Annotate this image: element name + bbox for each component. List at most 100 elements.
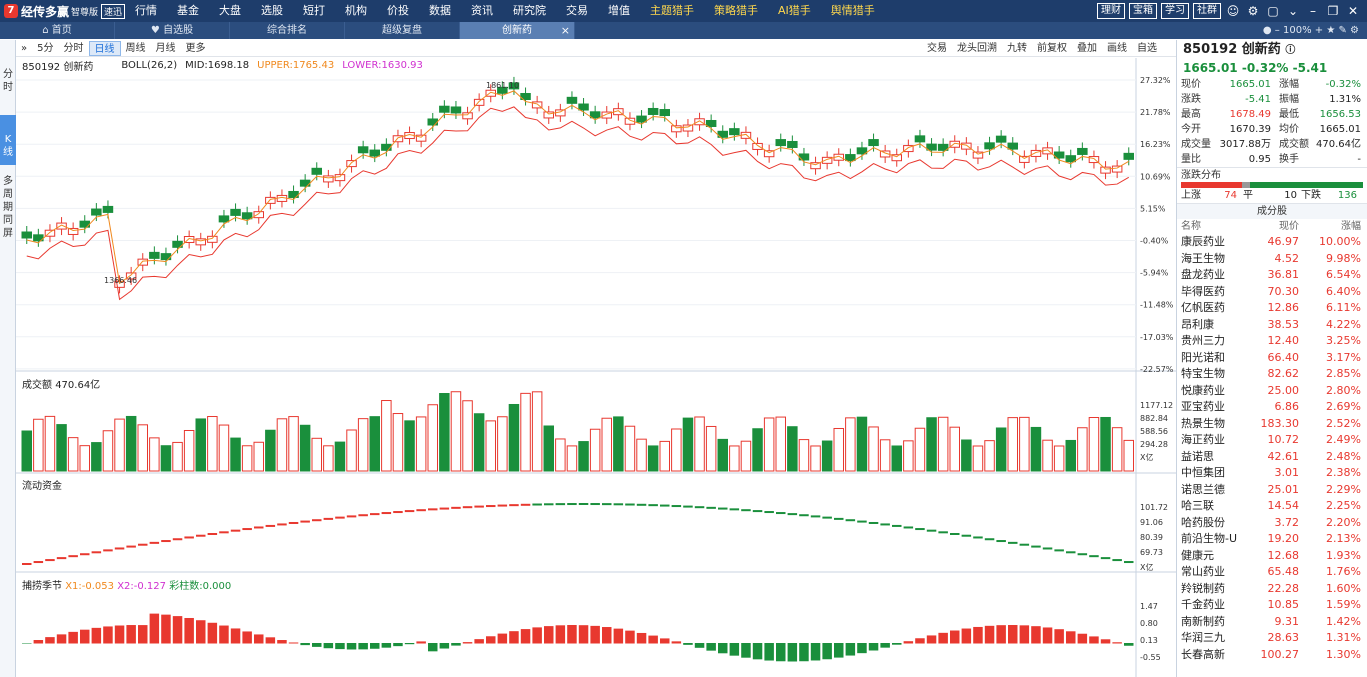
menu-item-11[interactable]: 增值 (608, 4, 630, 17)
constituent-row[interactable]: 亿帆医药 12.86 6.11% (1177, 300, 1367, 317)
constituents-header: 名称 现价 涨幅 (1177, 219, 1367, 234)
constituent-row[interactable]: 康辰药业 46.97 10.00% (1177, 234, 1367, 251)
volume-bar (91, 442, 102, 472)
col-name[interactable]: 名称 (1181, 221, 1201, 232)
trade-button[interactable]: 交易 (927, 43, 947, 54)
leader-review-button[interactable]: 龙头回溯 (957, 43, 997, 54)
side-tab-kline[interactable]: K线 (0, 115, 16, 165)
menu-item-10[interactable]: 交易 (566, 4, 588, 17)
menu-item-5[interactable]: 机构 (345, 4, 367, 17)
user-icon[interactable]: ☺ (1226, 4, 1240, 18)
menu-item-13[interactable]: 策略猎手 (714, 4, 758, 17)
constituent-row[interactable]: 千金药业 10.85 1.59% (1177, 597, 1367, 614)
volume-bar (821, 440, 833, 472)
menu-item-6[interactable]: 价投 (387, 4, 409, 17)
constituent-cell: 益诺思 (1181, 449, 1214, 463)
draw-line-button[interactable]: 画线 (1107, 43, 1127, 54)
constituent-row[interactable]: 常山药业 65.48 1.76% (1177, 564, 1367, 581)
constituent-row[interactable]: 贵州三力 12.40 3.25% (1177, 333, 1367, 350)
licai-button[interactable]: 理财 (1097, 3, 1125, 19)
menu-item-1[interactable]: 基金 (177, 4, 199, 17)
adjust-button[interactable]: 前复权 (1037, 43, 1067, 54)
gear-icon[interactable]: ⚙ (1247, 4, 1259, 18)
window-icon[interactable]: ▢ (1267, 4, 1279, 18)
xuexi-button[interactable]: 学习 (1161, 3, 1189, 19)
constituent-row[interactable]: 健康元 12.68 1.93% (1177, 548, 1367, 565)
minimize-icon[interactable]: – (1310, 4, 1316, 18)
boll-name[interactable]: BOLL(26,2) (121, 60, 178, 71)
volume-axis-label: 1177.12 (1140, 401, 1173, 410)
constituent-row[interactable]: 华润三九 28.63 1.31% (1177, 630, 1367, 647)
constituent-cell: 38.53 (1267, 317, 1300, 331)
constituent-row[interactable]: 悦康药业 25.00 2.80% (1177, 383, 1367, 400)
osc-bar (938, 632, 948, 644)
tab-innovative-drug[interactable]: 创新药 × (460, 22, 575, 39)
shequn-button[interactable]: 社群 (1193, 3, 1221, 19)
constituent-row[interactable]: 昂利康 38.53 4.22% (1177, 317, 1367, 334)
constituent-row[interactable]: 毕得医药 70.30 6.40% (1177, 284, 1367, 301)
constituent-row[interactable]: 阳光诺和 66.40 3.17% (1177, 350, 1367, 367)
overlay-button[interactable]: 叠加 (1077, 43, 1097, 54)
side-tab-timeshare[interactable]: 分时 (3, 69, 13, 93)
osc-bar (752, 643, 763, 660)
constituent-row[interactable]: 南新制药 9.31 1.42% (1177, 614, 1367, 631)
constituent-row[interactable]: 中恒集团 3.01 2.38% (1177, 465, 1367, 482)
volume-bar (346, 429, 357, 472)
flow-mark (346, 515, 357, 518)
period-timeshare[interactable]: 分时 (63, 42, 84, 54)
menu-item-9[interactable]: 研究院 (513, 4, 546, 17)
tab-home[interactable]: ⌂ 首页 (0, 22, 115, 39)
quote-price-line: 1665.01 -0.32% -5.41 (1177, 60, 1367, 77)
app-mode-badge[interactable]: 速迅 (101, 3, 125, 19)
constituent-row[interactable]: 哈药股份 3.72 2.20% (1177, 515, 1367, 532)
col-change[interactable]: 涨幅 (1341, 221, 1361, 232)
menu-item-0[interactable]: 行情 (135, 4, 157, 17)
period-daily[interactable]: 日线 (88, 40, 121, 56)
col-price[interactable]: 现价 (1279, 221, 1299, 232)
tab-watchlist[interactable]: ♥ 自选股 (115, 22, 230, 39)
period-monthly[interactable]: 月线 (155, 42, 176, 54)
tab-review[interactable]: 超级复盘 (345, 22, 460, 39)
baoxiang-button[interactable]: 宝箱 (1129, 3, 1157, 19)
period-5min[interactable]: 5分 (37, 42, 54, 54)
osc-bar (590, 625, 600, 644)
menu-item-2[interactable]: 大盘 (219, 4, 241, 17)
constituent-row[interactable]: 前沿生物-U 19.20 2.13% (1177, 531, 1367, 548)
menu-item-8[interactable]: 资讯 (471, 4, 493, 17)
chevron-down-icon[interactable]: ⌄ (1287, 4, 1299, 18)
constituent-row[interactable]: 羚锐制药 22.28 1.60% (1177, 581, 1367, 598)
period-more[interactable]: 更多 (185, 42, 206, 54)
constituent-row[interactable]: 亚宝药业 6.86 2.69% (1177, 399, 1367, 416)
constituent-row[interactable]: 长春高新 100.27 1.30% (1177, 647, 1367, 664)
expand-icon[interactable]: » (21, 42, 28, 54)
volume-bar (102, 430, 114, 472)
menu-item-3[interactable]: 选股 (261, 4, 283, 17)
constituent-row[interactable]: 诺思兰德 25.01 2.29% (1177, 482, 1367, 499)
nine-turn-button[interactable]: 九转 (1007, 43, 1027, 54)
menu-item-7[interactable]: 数据 (429, 4, 451, 17)
period-weekly[interactable]: 周线 (125, 42, 146, 54)
close-icon[interactable]: ✕ (1347, 4, 1359, 18)
constituent-row[interactable]: 海正药业 10.72 2.49% (1177, 432, 1367, 449)
add-watchlist-button[interactable]: 自选 (1137, 43, 1157, 54)
constituent-row[interactable]: 哈三联 14.54 2.25% (1177, 498, 1367, 515)
tab-ranking[interactable]: 综合排名 (230, 22, 345, 39)
volume-bar (473, 413, 485, 472)
flow-mark (323, 517, 334, 520)
zoom-control[interactable]: ● – 100% + ★ ✎ ⚙ (1262, 25, 1359, 36)
constituent-row[interactable]: 热景生物 183.30 2.52% (1177, 416, 1367, 433)
tab-close-icon[interactable]: × (560, 24, 570, 37)
menu-item-12[interactable]: 主题猎手 (650, 4, 694, 17)
menu-item-15[interactable]: 舆情猎手 (830, 4, 875, 17)
kline-chart-area[interactable]: 27.32% 21.78% 16.23% 10.69% 5.15% -0.40% -5.94… (16, 58, 1176, 677)
menu-item-4[interactable]: 短打 (303, 4, 325, 17)
side-tab-multi-period[interactable]: 多周期同屏 (3, 176, 13, 239)
restore-icon[interactable]: ❐ (1327, 4, 1339, 18)
constituent-row[interactable]: 益诺思 42.61 2.48% (1177, 449, 1367, 466)
menu-item-14[interactable]: AI猎手 (778, 4, 811, 17)
info-icon[interactable]: ⓘ (1285, 45, 1296, 56)
constituent-row[interactable]: 盘龙药业 36.81 6.54% (1177, 267, 1367, 284)
constituent-row[interactable]: 海王生物 4.52 9.98% (1177, 251, 1367, 268)
candle-body (787, 140, 798, 148)
constituent-row[interactable]: 特宝生物 82.62 2.85% (1177, 366, 1367, 383)
